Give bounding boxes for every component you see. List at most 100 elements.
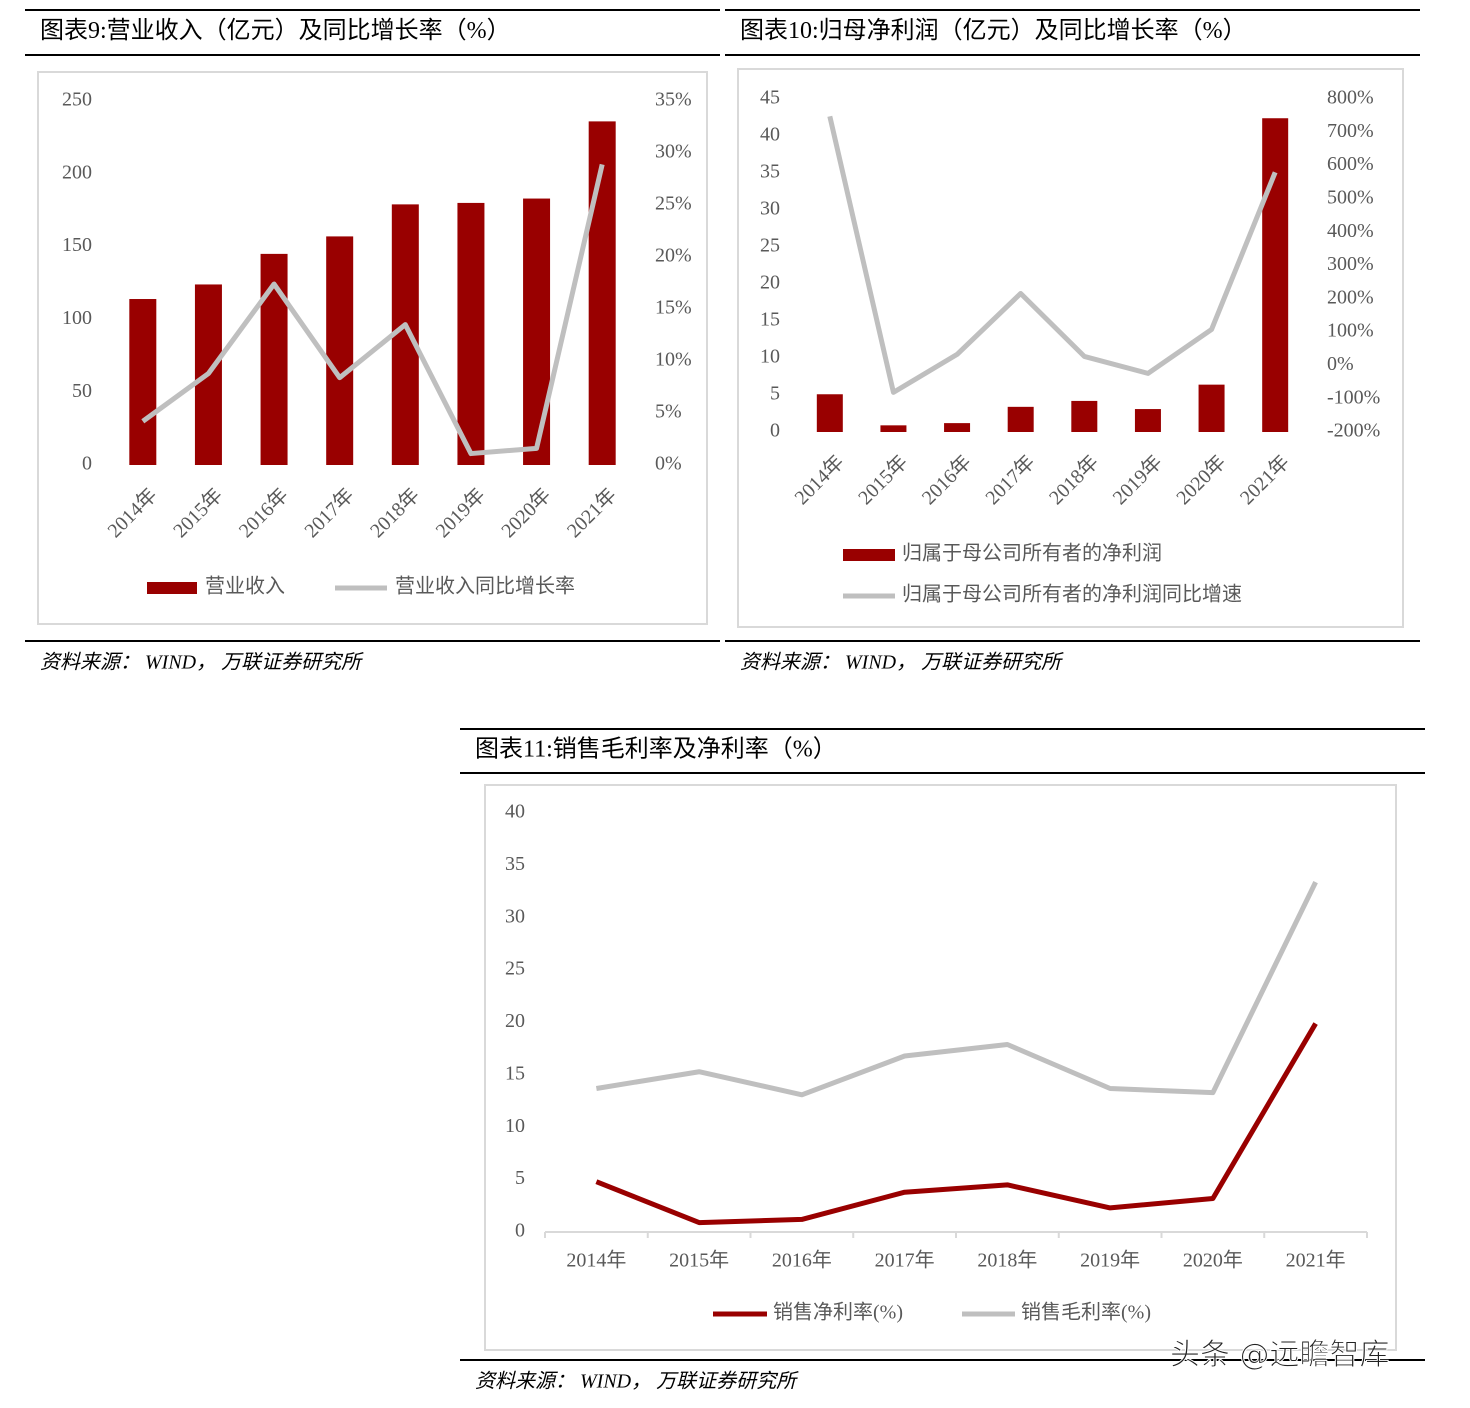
x-tick-label: 2015年 xyxy=(669,1249,729,1272)
y2-tick-label: 0% xyxy=(1327,353,1354,375)
legend-label: 归属于母公司所有者的净利润同比增速 xyxy=(902,583,1242,606)
x-tick-label: 2018年 xyxy=(365,484,424,543)
x-tick-label: 2017年 xyxy=(981,451,1040,510)
line xyxy=(141,163,605,457)
y-tick-label: 15 xyxy=(760,309,780,331)
legend-label: 归属于母公司所有者的净利润 xyxy=(902,542,1162,565)
x-tick-label: 2021年 xyxy=(1235,451,1294,510)
legend-label: 营业收入 xyxy=(205,575,285,598)
x-tick-label: 2020年 xyxy=(1183,1249,1243,1272)
legend-label: 营业收入同比增长率 xyxy=(395,575,575,598)
y-tick-label: 30 xyxy=(505,905,525,927)
plot-frame xyxy=(484,784,1397,1351)
y2-tick-label: 800% xyxy=(1327,87,1374,109)
x-tick-label: 2015年 xyxy=(169,484,228,543)
legend-label: 销售毛利率(%) xyxy=(1021,1301,1151,1324)
y-tick-label: 45 xyxy=(760,87,780,109)
y-tick-label: 250 xyxy=(62,89,92,111)
x-tick-label: 2020年 xyxy=(497,484,556,543)
y2-tick-label: 700% xyxy=(1327,120,1374,142)
y2-tick-label: 5% xyxy=(655,401,682,423)
y-tick-label: 30 xyxy=(760,198,780,220)
y-tick-label: 35 xyxy=(760,161,780,183)
watermark: 头条 @远瞻智库 xyxy=(1170,1338,1390,1373)
y2-tick-label: 30% xyxy=(655,141,692,163)
x-tick-label: 2016年 xyxy=(772,1249,832,1272)
x-tick-label: 2016年 xyxy=(917,451,976,510)
y-tick-label: 20 xyxy=(505,1010,525,1032)
y2-tick-label: 200% xyxy=(1327,286,1374,308)
bar xyxy=(1071,400,1098,432)
plot-frame xyxy=(737,68,1404,628)
source: 资料来源： WIND， 万联证券研究所 xyxy=(475,1371,799,1393)
bar xyxy=(944,423,971,432)
y2-tick-label: 35% xyxy=(655,89,692,111)
y2-tick-label: 600% xyxy=(1327,153,1374,175)
x-tick-label: 2017年 xyxy=(300,484,359,543)
x-tick-label: 2020年 xyxy=(1172,451,1231,510)
line xyxy=(827,115,1278,395)
bar xyxy=(457,202,485,466)
y-tick-label: 5 xyxy=(515,1167,525,1189)
x-tick-label: 2021年 xyxy=(1286,1249,1346,1272)
y2-tick-label: 500% xyxy=(1327,186,1374,208)
plot-frame xyxy=(37,71,708,625)
y-tick-label: 25 xyxy=(505,958,525,980)
x-tick-label: 2018年 xyxy=(1044,451,1103,510)
y-tick-label: 10 xyxy=(505,1115,525,1137)
y2-tick-label: 10% xyxy=(655,349,692,371)
y-tick-label: 40 xyxy=(505,801,525,823)
bar xyxy=(588,121,616,465)
y2-tick-label: 300% xyxy=(1327,253,1374,275)
y-tick-label: 50 xyxy=(72,380,92,402)
y2-tick-label: -200% xyxy=(1327,420,1380,442)
x-tick-label: 2015年 xyxy=(854,451,913,510)
x-tick-label: 2019年 xyxy=(1080,1249,1140,1272)
line xyxy=(595,1022,1318,1226)
chart-title: 图表10:归母净利润（亿元）及同比增长率（%） xyxy=(740,17,1247,44)
x-tick-label: 2014年 xyxy=(103,484,162,543)
y2-tick-label: -100% xyxy=(1327,386,1380,408)
y-tick-label: 0 xyxy=(770,420,780,442)
x-tick-label: 2019年 xyxy=(1108,451,1167,510)
x-tick-label: 2018年 xyxy=(977,1249,1037,1272)
x-tick-label: 2014年 xyxy=(790,451,849,510)
y-tick-label: 35 xyxy=(505,853,525,875)
y-tick-label: 20 xyxy=(760,272,780,294)
bar xyxy=(1198,384,1225,432)
bar xyxy=(816,394,843,432)
source: 资料来源： WIND， 万联证券研究所 xyxy=(40,652,364,674)
y-tick-label: 15 xyxy=(505,1062,525,1084)
y-tick-label: 5 xyxy=(770,383,780,405)
chart-title: 图表9:营业收入（亿元）及同比增长率（%） xyxy=(40,17,511,44)
y2-tick-label: 400% xyxy=(1327,220,1374,242)
y2-tick-label: 100% xyxy=(1327,320,1374,342)
x-tick-label: 2016年 xyxy=(234,484,293,543)
bar xyxy=(326,236,354,465)
y2-tick-label: 20% xyxy=(655,245,692,267)
x-tick-label: 2014年 xyxy=(566,1249,626,1272)
y-tick-label: 10 xyxy=(760,346,780,368)
y-tick-label: 0 xyxy=(82,453,92,475)
bar xyxy=(1134,409,1161,432)
y-tick-label: 25 xyxy=(760,235,780,257)
y-tick-label: 100 xyxy=(62,307,92,329)
y2-tick-label: 0% xyxy=(655,453,682,475)
x-tick-label: 2021年 xyxy=(562,484,621,543)
legend-swatch xyxy=(147,582,197,594)
y-tick-label: 200 xyxy=(62,161,92,183)
bar xyxy=(260,253,288,465)
x-tick-label: 2019年 xyxy=(431,484,490,543)
bar xyxy=(129,299,157,465)
y-tick-label: 150 xyxy=(62,234,92,256)
bar xyxy=(1007,406,1034,432)
chart-title: 图表11:销售毛利率及净利率（%） xyxy=(475,736,837,763)
legend-swatch xyxy=(843,549,895,561)
y-tick-label: 40 xyxy=(760,124,780,146)
line xyxy=(595,881,1318,1098)
legend-label: 销售净利率(%) xyxy=(773,1301,903,1324)
bar xyxy=(523,198,551,465)
source: 资料来源： WIND， 万联证券研究所 xyxy=(740,652,1064,674)
y2-tick-label: 15% xyxy=(655,297,692,319)
